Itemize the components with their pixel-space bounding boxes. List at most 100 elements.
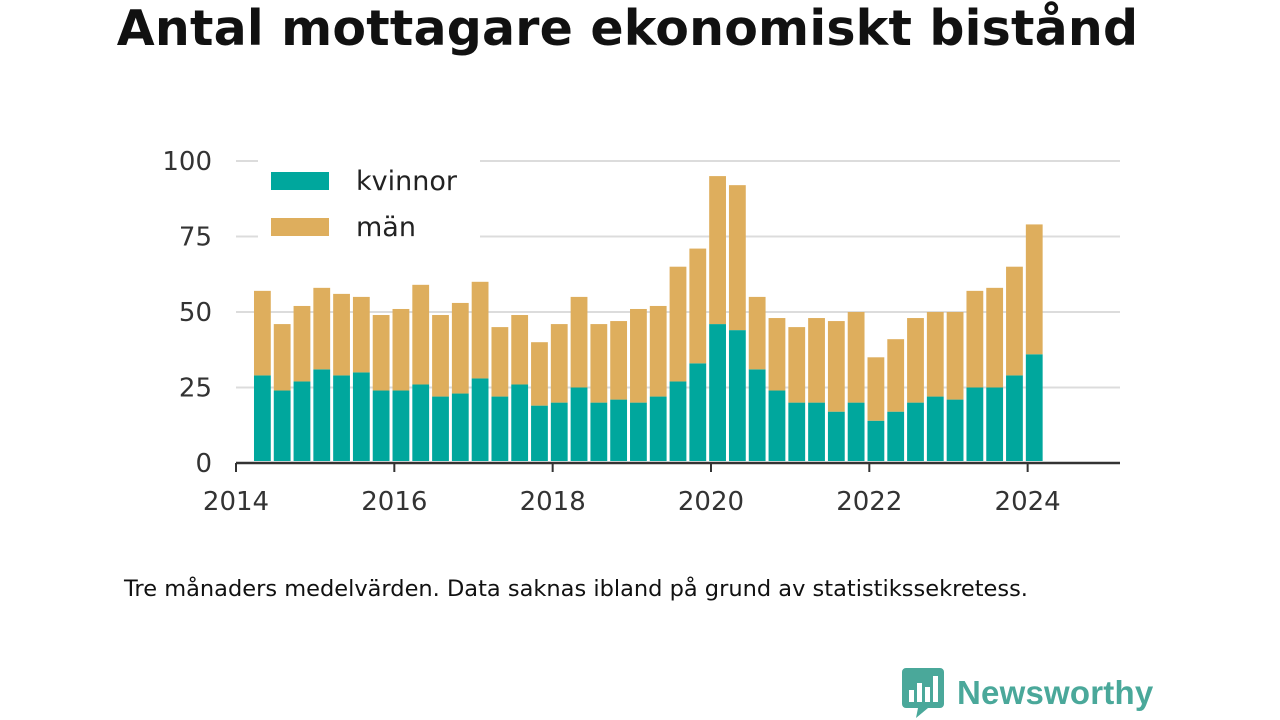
bar-män <box>926 312 944 397</box>
bar-män <box>273 324 291 391</box>
chart-title: Antal mottagare ekonomiskt bistånd <box>116 0 1139 57</box>
bar-kvinnor <box>808 402 825 461</box>
bar-män <box>808 318 825 403</box>
bar-män <box>511 315 529 385</box>
bar-kvinnor <box>550 402 568 461</box>
bar-kvinnor <box>630 402 647 461</box>
bar-kvinnor <box>372 390 390 461</box>
bar-kvinnor <box>946 399 964 461</box>
bar-män <box>649 305 667 397</box>
bar-män <box>293 305 311 382</box>
bar-män <box>313 287 331 370</box>
bar-män <box>887 339 905 412</box>
bar-män <box>907 318 924 403</box>
bar-kvinnor <box>1025 354 1043 461</box>
x-tick-label: 2014 <box>203 487 269 517</box>
x-tick-label: 2024 <box>995 487 1061 517</box>
bar-män <box>570 296 588 388</box>
legend-swatch-män <box>271 218 329 236</box>
bar-män <box>550 324 568 403</box>
bar-män <box>333 293 350 376</box>
bar-män <box>946 312 964 400</box>
bar-kvinnor <box>907 402 924 461</box>
bar-kvinnor <box>451 393 469 461</box>
bar-chart-speech-bubble-icon <box>902 668 944 718</box>
bar-kvinnor <box>867 420 885 461</box>
brand-logo: Newsworthy <box>902 668 1153 718</box>
y-tick-label: 25 <box>179 374 212 404</box>
x-tick-label: 2022 <box>836 487 902 517</box>
bar-män <box>531 342 548 406</box>
bar-män <box>986 287 1004 388</box>
legend-swatch-kvinnor <box>271 172 329 190</box>
bar-kvinnor <box>392 390 410 461</box>
bar-män <box>253 290 271 376</box>
bar-kvinnor <box>847 402 865 461</box>
bar-kvinnor <box>590 402 608 461</box>
bar-män <box>451 302 469 394</box>
bar-män <box>1006 266 1023 376</box>
bar-män <box>788 327 806 403</box>
bar-män <box>432 315 449 397</box>
bar-kvinnor <box>511 384 529 461</box>
legend-label-män: män <box>356 212 416 243</box>
bar-män <box>1025 224 1043 355</box>
bar-män <box>392 308 410 391</box>
bar-kvinnor <box>293 381 311 461</box>
footnote: Tre månaders medelvärden. Data saknas ib… <box>124 576 1028 602</box>
bar-kvinnor <box>709 324 726 461</box>
bar-kvinnor <box>610 399 628 461</box>
bar-kvinnor <box>926 396 944 461</box>
legend-label-kvinnor: kvinnor <box>356 166 458 197</box>
y-tick-label: 100 <box>162 147 212 177</box>
bar-kvinnor <box>748 369 766 461</box>
bar-kvinnor <box>1006 375 1023 461</box>
bar-män <box>748 296 766 370</box>
bar-män <box>669 266 687 382</box>
bar-män <box>827 321 845 412</box>
bar-kvinnor <box>788 402 806 461</box>
bar-kvinnor <box>333 375 350 461</box>
bar-kvinnor <box>531 405 548 461</box>
bar-kvinnor <box>986 387 1004 461</box>
bar-män <box>709 176 726 325</box>
bar-kvinnor <box>352 372 370 461</box>
bar-kvinnor <box>471 378 489 461</box>
y-tick-label: 50 <box>179 298 212 328</box>
bar-män <box>689 248 707 364</box>
x-tick-label: 2018 <box>520 487 586 517</box>
bar-kvinnor <box>313 369 331 461</box>
bar-kvinnor <box>966 387 984 461</box>
bar-kvinnor <box>253 375 271 461</box>
bar-kvinnor <box>768 390 786 461</box>
bar-män <box>372 315 390 391</box>
bar-kvinnor <box>827 411 845 461</box>
bar-män <box>630 308 647 403</box>
bar-män <box>610 321 628 400</box>
bar-kvinnor <box>669 381 687 461</box>
y-tick-label: 75 <box>179 223 212 253</box>
bar-män <box>491 327 509 397</box>
bar-kvinnor <box>570 387 588 461</box>
bar-kvinnor <box>432 396 449 461</box>
x-tick-label: 2020 <box>678 487 744 517</box>
bar-kvinnor <box>728 330 746 461</box>
bar-män <box>847 312 865 403</box>
x-tick-label: 2016 <box>361 487 427 517</box>
bar-kvinnor <box>689 363 707 461</box>
bar-kvinnor <box>273 390 291 461</box>
bar-män <box>768 318 786 391</box>
bar-män <box>590 324 608 403</box>
bar-män <box>728 185 746 331</box>
bar-kvinnor <box>491 396 509 461</box>
bar-män <box>412 284 430 385</box>
y-tick-label: 0 <box>195 449 212 479</box>
bar-män <box>352 296 370 373</box>
bar-kvinnor <box>649 396 667 461</box>
brand-name: Newsworthy <box>957 674 1154 711</box>
bar-män <box>966 290 984 388</box>
bar-kvinnor <box>412 384 430 461</box>
bar-män <box>471 281 489 379</box>
bar-kvinnor <box>887 411 905 461</box>
